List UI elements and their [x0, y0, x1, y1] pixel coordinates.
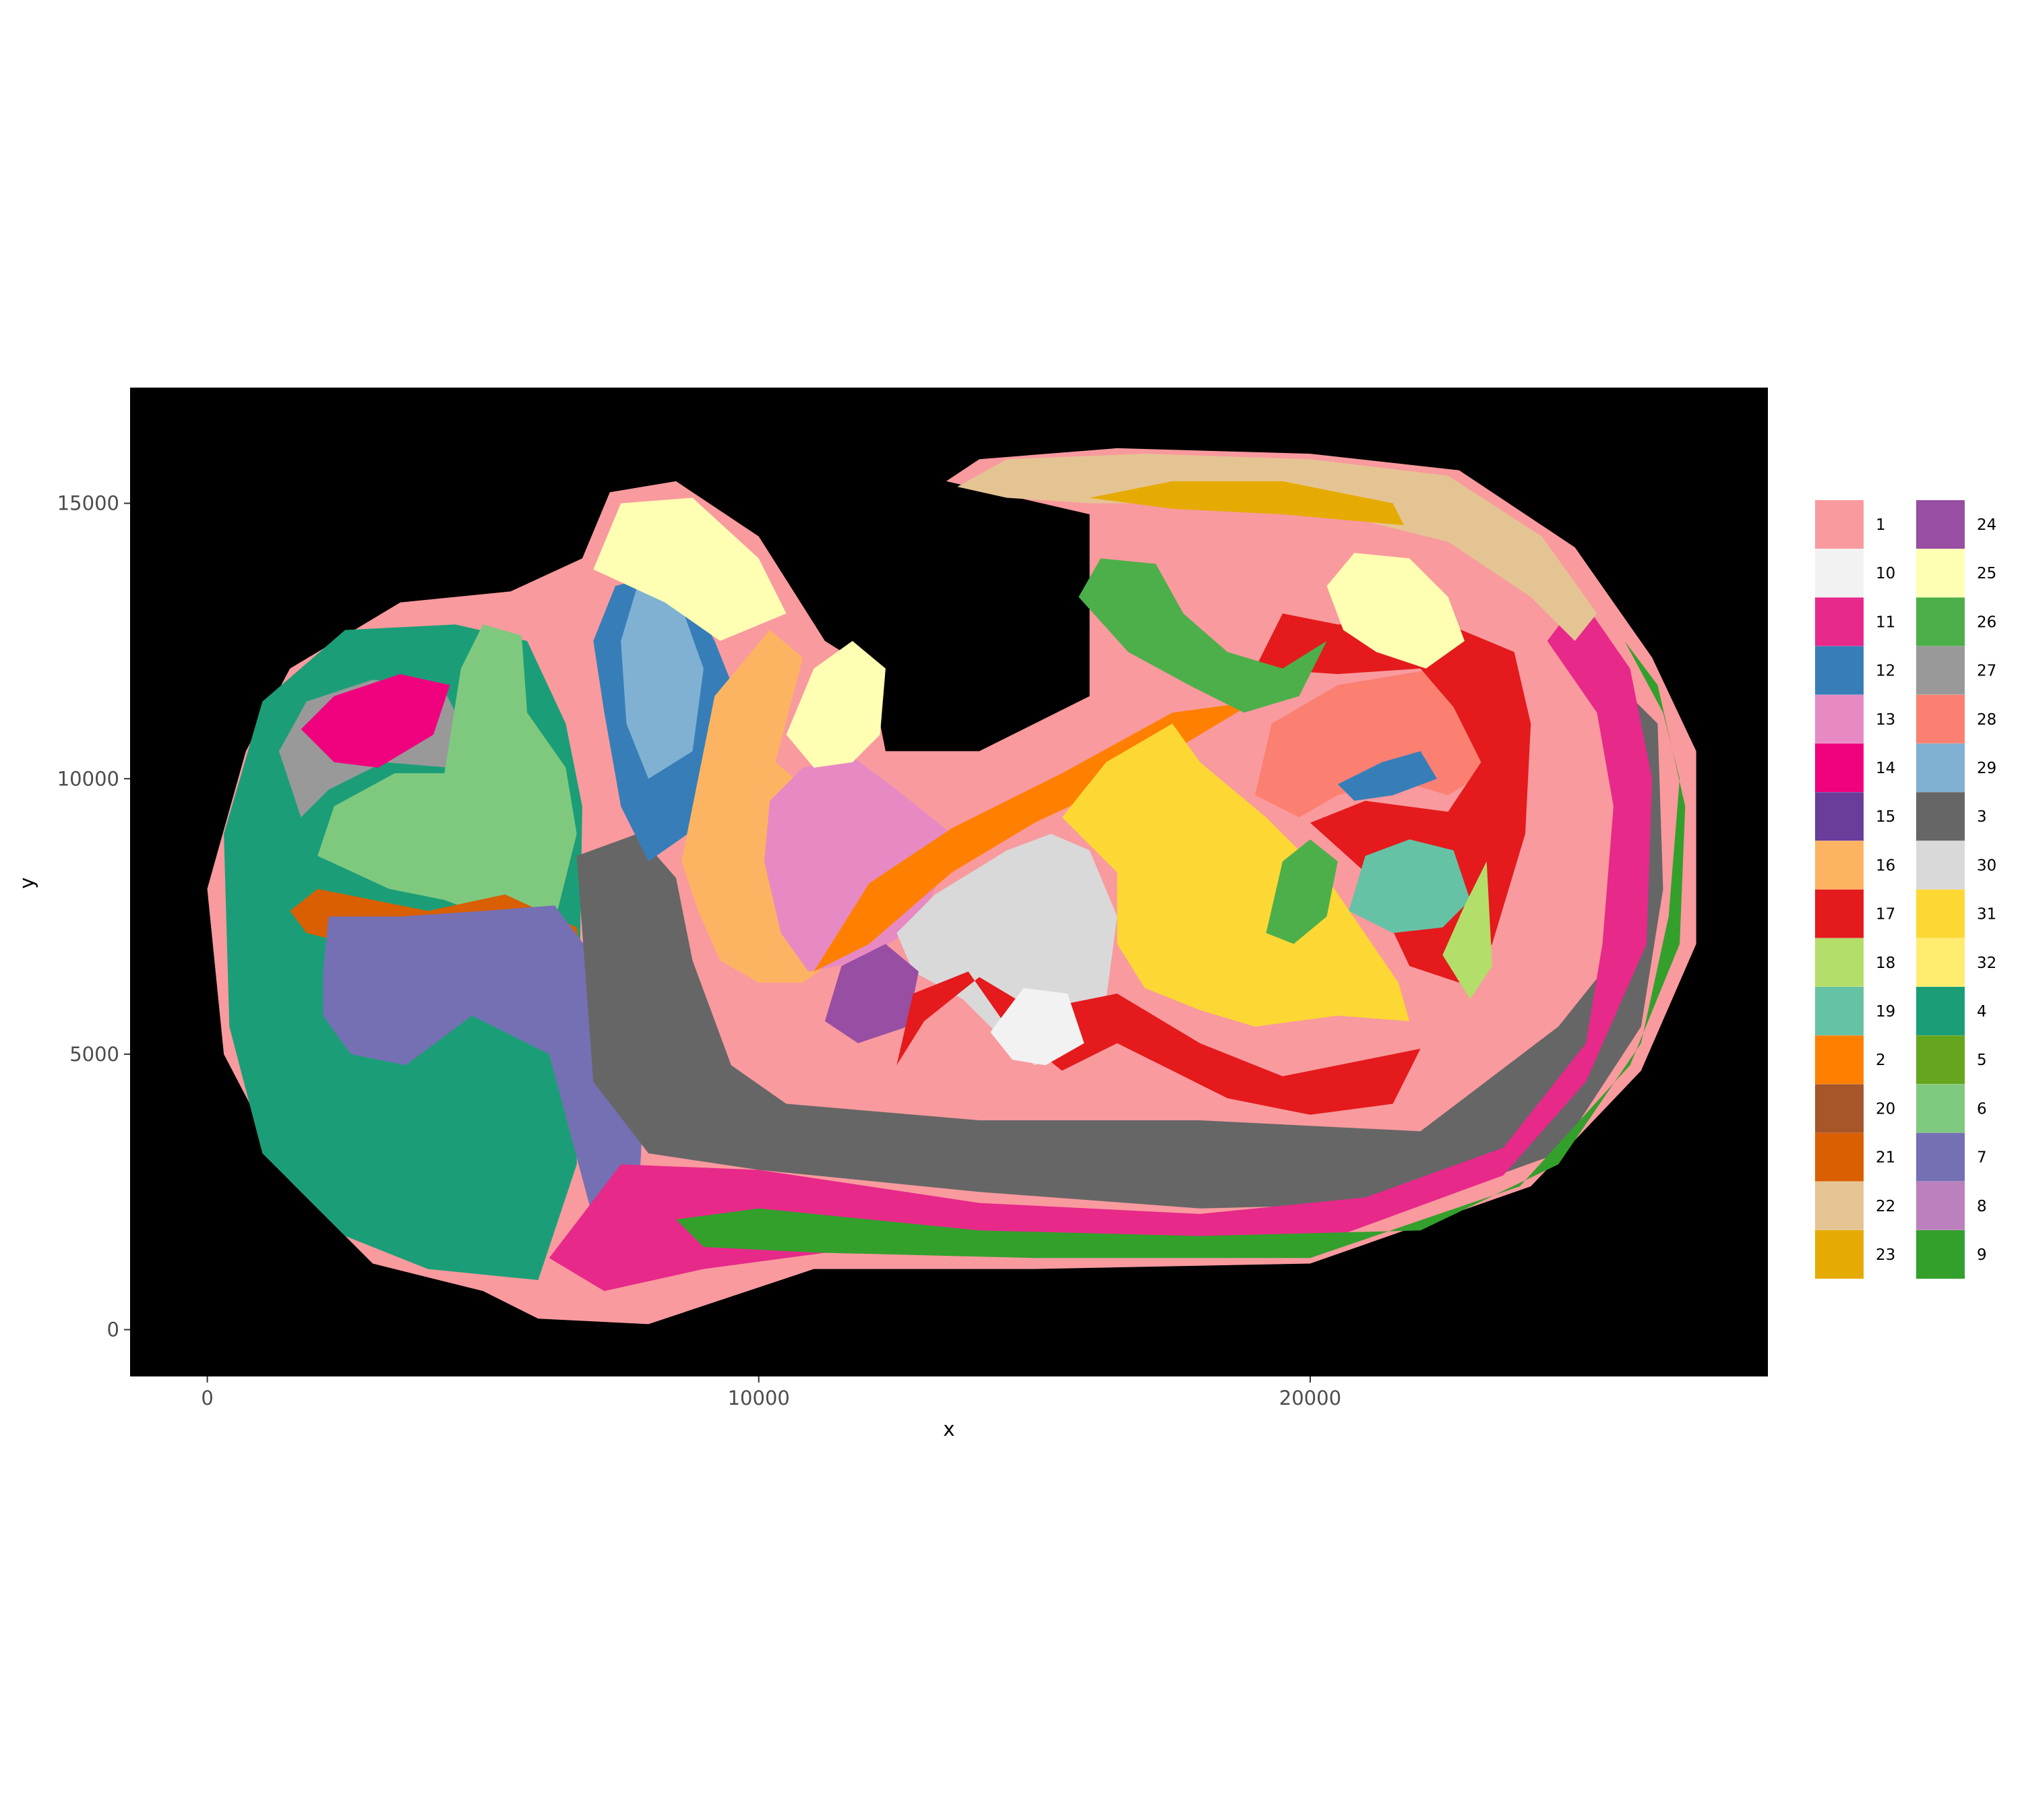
legend-label-27: 27 [1977, 663, 1996, 680]
legend-label-29: 29 [1977, 760, 1996, 777]
y-tick-label-1: 5000 [69, 1043, 119, 1066]
cluster-region-19-24 [1349, 839, 1471, 934]
legend-key-17 [1815, 889, 1864, 938]
legend-label-17: 17 [1876, 906, 1895, 923]
legend-key-24 [1916, 500, 1965, 549]
legend-label-6: 6 [1977, 1100, 1987, 1118]
cluster-region-24-18 [824, 944, 919, 1043]
cluster-region-23-28 [1089, 481, 1404, 526]
legend-label-11: 11 [1876, 613, 1895, 631]
legend-key-28 [1916, 694, 1965, 744]
legend-key-5 [1916, 1035, 1965, 1085]
legend-key-20 [1815, 1084, 1864, 1133]
cluster-region-10-31 [990, 988, 1084, 1066]
legend-key-29 [1916, 744, 1965, 792]
cluster-region-31-20 [1062, 723, 1410, 1027]
legend-label-5: 5 [1977, 1052, 1987, 1069]
legend-label-9: 9 [1977, 1246, 1987, 1264]
legend-key-4 [1916, 987, 1965, 1035]
x-tick-label-1: 10000 [728, 1387, 790, 1409]
legend-label-15: 15 [1876, 808, 1895, 826]
cluster-region-7-6 [323, 905, 643, 1225]
legend-key-3 [1916, 792, 1965, 841]
legend-key-6 [1916, 1084, 1965, 1133]
cluster-region-12-29 [1337, 751, 1438, 801]
legend-key-11 [1815, 597, 1864, 646]
legend-label-25: 25 [1977, 565, 1996, 582]
legend-label-10: 10 [1876, 565, 1895, 582]
legend-key-13 [1815, 694, 1864, 744]
x-axis: 0 10000 20000 [201, 1376, 1341, 1409]
legend-label-28: 28 [1977, 711, 1996, 729]
legend-key-7 [1916, 1132, 1965, 1182]
cluster-region-18-30 [1442, 861, 1492, 1000]
plot-panel [130, 388, 1768, 1376]
x-tick-label-2: 20000 [1279, 1387, 1341, 1409]
legend-key-16 [1815, 841, 1864, 890]
y-tick-label-0: 0 [107, 1318, 119, 1341]
legend-label-22: 22 [1876, 1198, 1895, 1215]
legend-label-13: 13 [1876, 711, 1895, 729]
legend-key-10 [1815, 549, 1864, 598]
legend-key-32 [1916, 938, 1965, 987]
legend-key-15 [1815, 792, 1864, 841]
legend-label-21: 21 [1876, 1149, 1895, 1167]
legend-label-12: 12 [1876, 663, 1895, 680]
legend-label-14: 14 [1876, 760, 1895, 777]
legend-label-24: 24 [1977, 516, 1996, 534]
legend-label-16: 16 [1876, 857, 1895, 874]
cluster-region-29-11 [621, 586, 704, 779]
cluster-region-25-26 [1326, 553, 1465, 669]
legend-key-31 [1916, 889, 1965, 938]
cluster-region-25-15 [786, 640, 886, 768]
legend-label-19: 19 [1876, 1003, 1895, 1021]
legend-label-2: 2 [1876, 1052, 1886, 1069]
cluster-region-13-14 [764, 756, 952, 972]
legend-label-1: 1 [1876, 516, 1886, 534]
legend-key-9 [1916, 1230, 1965, 1279]
legend-key-1 [1815, 500, 1864, 549]
legend-label-4: 4 [1977, 1003, 1987, 1021]
legend-key-8 [1916, 1181, 1965, 1230]
legend-key-19 [1815, 987, 1864, 1035]
legend-key-27 [1916, 646, 1965, 695]
y-tick-label-3: 15000 [57, 492, 119, 515]
legend: 1 10 11 12 13 14 15 16 17 18 19 2 20 21 22 23 24 25 26 27 28… [1815, 500, 1996, 1279]
y-axis: 0 5000 10000 15000 [57, 492, 130, 1341]
cluster-region-2-16 [814, 701, 1256, 972]
legend-key-21 [1815, 1132, 1864, 1182]
legend-label-26: 26 [1977, 613, 1996, 631]
legend-label-8: 8 [1977, 1198, 1987, 1215]
x-axis-title: x [943, 1418, 954, 1440]
cluster-region-3-7 [576, 696, 1663, 1209]
legend-label-32: 32 [1977, 954, 1996, 972]
cluster-region-14-3 [301, 674, 450, 768]
legend-key-12 [1815, 646, 1864, 695]
legend-key-25 [1916, 549, 1965, 598]
legend-label-31: 31 [1977, 906, 1996, 923]
cluster-region-11-8 [549, 597, 1653, 1292]
legend-label-20: 20 [1876, 1100, 1895, 1118]
cluster-region-25-12 [593, 497, 787, 641]
cluster-region-26-23 [1078, 558, 1327, 713]
legend-key-14 [1815, 744, 1864, 792]
legend-key-18 [1815, 938, 1864, 987]
legend-label-3: 3 [1977, 808, 1987, 826]
cluster-region-6-4 [317, 624, 577, 922]
legend-label-30: 30 [1977, 857, 1996, 874]
legend-key-30 [1916, 841, 1965, 890]
x-tick-label-0: 0 [201, 1387, 213, 1409]
legend-key-26 [1916, 597, 1965, 646]
legend-key-22 [1815, 1181, 1864, 1230]
y-axis-title: y [16, 877, 38, 888]
legend-key-2 [1815, 1035, 1864, 1085]
cluster-region-26-25 [1266, 839, 1338, 944]
legend-key-23 [1815, 1230, 1864, 1279]
legend-label-7: 7 [1977, 1149, 1987, 1167]
legend-label-23: 23 [1876, 1246, 1895, 1264]
y-tick-label-2: 10000 [57, 767, 119, 790]
legend-label-18: 18 [1876, 954, 1895, 972]
